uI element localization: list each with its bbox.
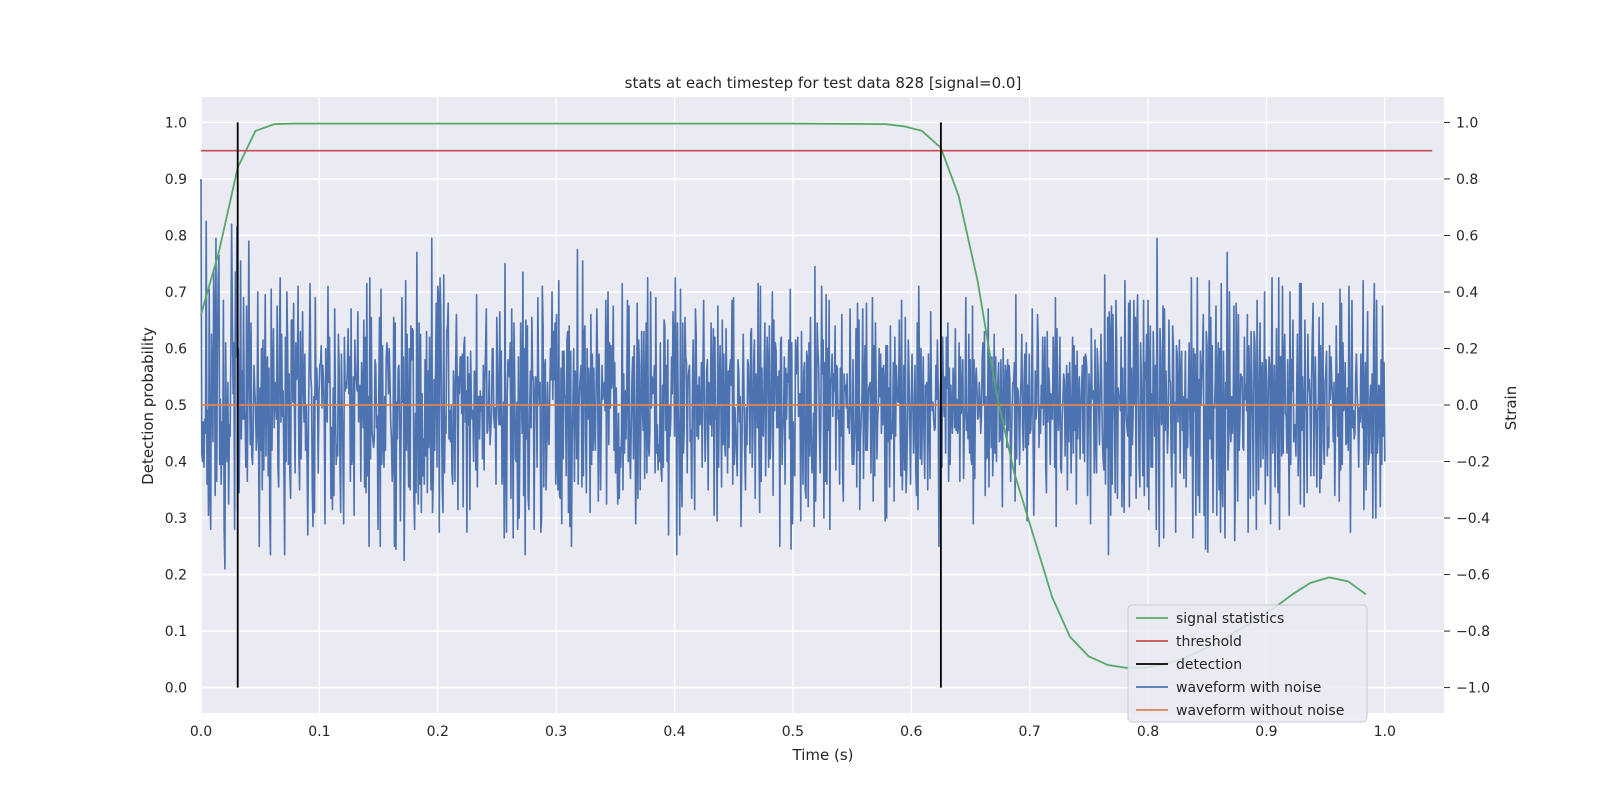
x-tick-label: 0.7	[1019, 724, 1041, 740]
legend-label: waveform without noise	[1176, 703, 1344, 719]
y-axis-right-label: Strain	[1502, 386, 1520, 430]
y-left-tick-label: 0.0	[165, 681, 187, 697]
y-left-tick-label: 0.9	[165, 172, 187, 188]
y-right-tick-label: −1.0	[1456, 681, 1490, 697]
x-tick-label: 0.4	[663, 724, 685, 740]
legend-label: signal statistics	[1176, 611, 1284, 627]
series-layer	[200, 122, 1433, 688]
y-right-tick-label: 0.8	[1456, 172, 1478, 188]
x-tick-label: 0.8	[1137, 724, 1159, 740]
series-waveform-with-noise	[200, 178, 1386, 570]
legend-label: detection	[1176, 657, 1242, 673]
y-right-tick-label: 0.0	[1456, 398, 1478, 414]
y-axis-left-label: Detection probability	[139, 327, 157, 485]
y-left-tick-label: 0.3	[165, 511, 187, 527]
y-left-tick-label: 0.7	[165, 285, 187, 301]
y-right-tick-label: 0.4	[1456, 285, 1478, 301]
axis-ticks: 0.0 0.1 0.2 0.3 0.4 0.5 0.6 0.7 0.8 0.9 1.0 0.0 0.1 0…	[165, 115, 1490, 740]
y-right-tick-label: −0.8	[1456, 624, 1490, 640]
y-left-tick-label: 0.8	[165, 228, 187, 244]
y-right-tick-label: −0.4	[1456, 511, 1490, 527]
y-left-tick-label: 1.0	[165, 115, 187, 131]
x-tick-label: 0.5	[782, 724, 804, 740]
y-left-tick-label: 0.4	[165, 455, 187, 471]
chart-title: stats at each timestep for test data 828…	[625, 74, 1022, 92]
y-right-tick-label: −0.6	[1456, 568, 1490, 584]
x-tick-label: 0.9	[1255, 724, 1277, 740]
x-axis-label: Time (s)	[792, 746, 854, 764]
legend: signal statistics threshold detection wavef…	[1127, 604, 1368, 723]
y-left-tick-label: 0.6	[165, 341, 187, 357]
y-left-tick-label: 0.1	[165, 624, 187, 640]
legend-label: waveform with noise	[1176, 680, 1321, 696]
legend-label: threshold	[1176, 634, 1242, 650]
legend-box	[1127, 604, 1368, 723]
y-right-tick-label: 0.6	[1456, 228, 1478, 244]
x-tick-label: 0.2	[427, 724, 449, 740]
x-tick-label: 0.3	[545, 724, 567, 740]
x-tick-label: 0.1	[308, 724, 330, 740]
x-tick-label: 0.0	[190, 724, 212, 740]
x-tick-label: 0.6	[900, 724, 922, 740]
y-right-tick-label: 1.0	[1456, 115, 1478, 131]
y-right-tick-label: 0.2	[1456, 341, 1478, 357]
y-left-tick-label: 0.5	[165, 398, 187, 414]
y-right-tick-label: −0.2	[1456, 455, 1490, 471]
x-tick-label: 1.0	[1374, 724, 1396, 740]
y-left-tick-label: 0.2	[165, 568, 187, 584]
